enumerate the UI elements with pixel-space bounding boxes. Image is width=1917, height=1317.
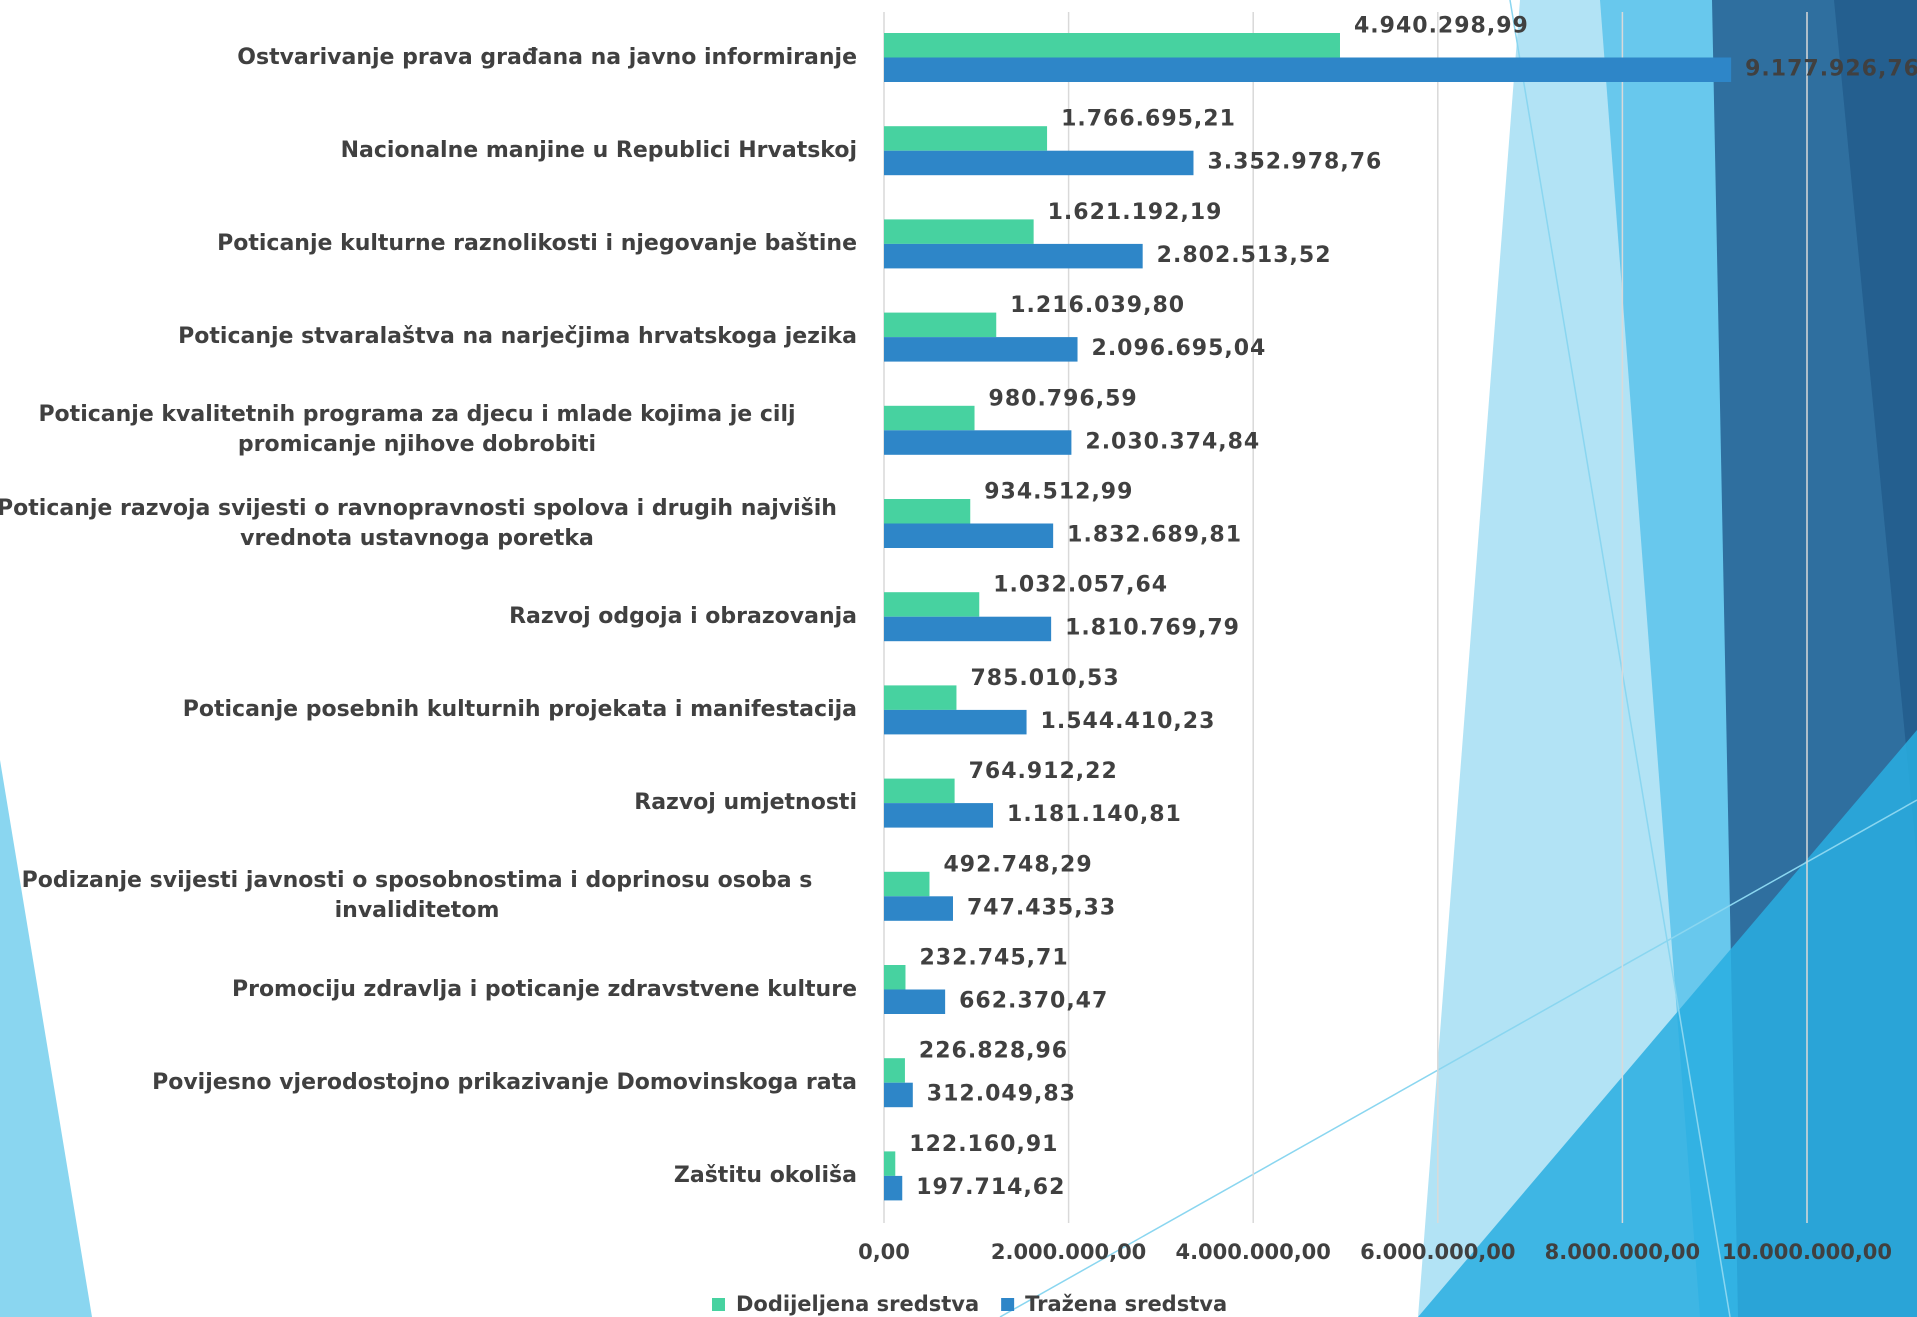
category-label: Poticanje razvoja svijesti o ravnopravno… [0, 479, 857, 569]
value-label: 492.748,29 [943, 852, 1092, 877]
category-label: Poticanje posebnih kulturnih projekata i… [0, 665, 857, 755]
category-text: Podizanje svijesti javnosti o sposobnost… [0, 866, 857, 926]
x-tick-label: 6.000.000,00 [1360, 1240, 1515, 1264]
legend-label: Tražena sredstva [1025, 1292, 1227, 1316]
bar [884, 499, 970, 524]
value-label: 1.766.695,21 [1061, 107, 1236, 132]
category-label: Podizanje svijesti javnosti o sposobnost… [0, 851, 857, 941]
bar [884, 1176, 902, 1201]
bar [884, 872, 929, 897]
bar [884, 1083, 913, 1108]
bar [884, 592, 979, 617]
value-label: 1.544.410,23 [1041, 709, 1216, 734]
x-tick-label: 4.000.000,00 [1175, 1240, 1330, 1264]
bar [884, 313, 996, 338]
value-label: 312.049,83 [927, 1082, 1076, 1107]
bar [884, 990, 945, 1015]
value-label: 980.796,59 [989, 386, 1138, 411]
value-label: 2.802.513,52 [1157, 243, 1332, 268]
value-label: 197.714,62 [916, 1175, 1065, 1200]
bar [884, 219, 1034, 244]
bar [884, 710, 1027, 735]
bar [884, 617, 1051, 642]
bar [884, 33, 1340, 58]
bar [884, 1151, 895, 1176]
category-label: Povijesno vjerodostojno prikazivanje Dom… [0, 1038, 857, 1128]
category-text: Razvoj umjetnosti [634, 788, 857, 818]
x-tick-label: 2.000.000,00 [991, 1240, 1146, 1264]
bar [884, 151, 1193, 176]
value-label: 122.160,91 [909, 1132, 1058, 1157]
value-label: 662.370,47 [959, 989, 1108, 1014]
bar [884, 58, 1731, 83]
category-label: Razvoj odgoja i obrazovanja [0, 572, 857, 662]
category-label: Poticanje kulturne raznolikosti i njegov… [0, 199, 857, 289]
value-label: 2.030.374,84 [1085, 429, 1260, 454]
value-label: 1.621.192,19 [1048, 200, 1223, 225]
category-label: Promociju zdravlja i poticanje zdravstve… [0, 945, 857, 1035]
category-text: Poticanje razvoja svijesti o ravnopravno… [0, 494, 857, 554]
value-label: 1.216.039,80 [1010, 293, 1185, 318]
category-label: Poticanje kvalitetnih programa za djecu … [0, 385, 857, 475]
x-tick-label: 0,00 [858, 1240, 910, 1264]
category-text: Nacionalne manjine u Republici Hrvatskoj [341, 136, 857, 166]
value-label: 1.832.689,81 [1067, 523, 1242, 548]
category-text: Poticanje stvaralaštva na narječjima hrv… [178, 322, 857, 352]
legend-swatch [1001, 1298, 1014, 1311]
value-label: 747.435,33 [967, 895, 1116, 920]
category-label: Nacionalne manjine u Republici Hrvatskoj [0, 106, 857, 196]
value-label: 2.096.695,04 [1092, 336, 1267, 361]
value-label: 9.177.926,76 [1745, 57, 1917, 82]
page: 0,00 2.000.000,00 4.000.000,00 6.000.000,00… [0, 0, 1917, 1317]
category-text: Poticanje posebnih kulturnih projekata i… [183, 695, 857, 725]
value-label: 934.512,99 [984, 480, 1133, 505]
value-label: 232.745,71 [919, 946, 1068, 971]
value-label: 1.810.769,79 [1065, 616, 1240, 641]
x-tick-label: 8.000.000,00 [1545, 1240, 1700, 1264]
x-tick-label: 10.000.000,00 [1722, 1240, 1892, 1264]
bar [884, 685, 956, 710]
category-text: Promociju zdravlja i poticanje zdravstve… [232, 975, 857, 1005]
bar [884, 126, 1047, 151]
category-text: Razvoj odgoja i obrazovanja [509, 602, 857, 632]
legend-label: Dodijeljena sredstva [736, 1292, 979, 1316]
category-label: Zaštitu okoliša [0, 1131, 857, 1221]
value-label: 3.352.978,76 [1207, 150, 1382, 175]
category-text: Ostvarivanje prava građana na javno info… [237, 43, 857, 73]
legend-swatch [712, 1298, 725, 1311]
bar [884, 896, 953, 921]
bar [884, 965, 905, 990]
value-label: 1.181.140,81 [1007, 802, 1182, 827]
value-label: 226.828,96 [919, 1039, 1068, 1064]
category-text: Poticanje kulturne raznolikosti i njegov… [217, 229, 857, 259]
category-text: Zaštitu okoliša [674, 1161, 857, 1191]
bar [884, 1058, 905, 1083]
category-label: Razvoj umjetnosti [0, 758, 857, 848]
bar [884, 406, 975, 431]
value-label: 785.010,53 [970, 666, 1119, 691]
bar [884, 430, 1071, 455]
bar [884, 337, 1078, 362]
bar [884, 803, 993, 828]
value-label: 764.912,22 [969, 759, 1118, 784]
bar [884, 524, 1053, 549]
category-text: Poticanje kvalitetnih programa za djecu … [0, 400, 857, 460]
value-label: 4.940.298,99 [1354, 14, 1529, 39]
bar [884, 779, 955, 804]
category-label: Ostvarivanje prava građana na javno info… [0, 13, 857, 103]
category-text: Povijesno vjerodostojno prikazivanje Dom… [152, 1068, 857, 1098]
category-label: Poticanje stvaralaštva na narječjima hrv… [0, 292, 857, 382]
bar [884, 244, 1143, 269]
value-label: 1.032.057,64 [993, 573, 1168, 598]
